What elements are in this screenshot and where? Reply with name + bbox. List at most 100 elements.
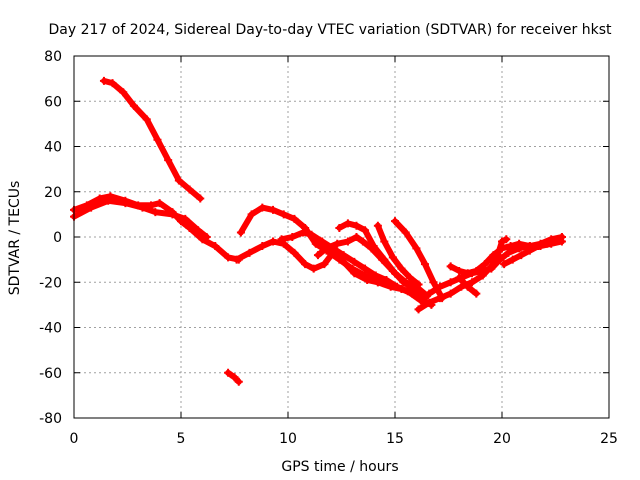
x-tick-label: 20 bbox=[493, 431, 511, 447]
data-point bbox=[506, 242, 515, 251]
data-point bbox=[498, 244, 506, 253]
data-point bbox=[313, 251, 322, 260]
data-point bbox=[279, 210, 288, 219]
chart-title: Day 217 of 2024, Sidereal Day-to-day VTE… bbox=[49, 22, 612, 38]
data-point bbox=[174, 176, 183, 185]
data-point bbox=[463, 269, 472, 278]
x-tick-label: 10 bbox=[279, 431, 297, 447]
data-point bbox=[194, 226, 203, 235]
data-point bbox=[425, 298, 434, 307]
data-point bbox=[350, 269, 359, 278]
data-point bbox=[429, 278, 438, 287]
data-point bbox=[487, 264, 496, 273]
x-axis-label: GPS time / hours bbox=[281, 459, 398, 475]
series-arc-5 bbox=[237, 204, 416, 297]
data-point bbox=[414, 305, 423, 314]
data-point bbox=[181, 214, 190, 223]
data-point bbox=[371, 271, 380, 280]
x-tick-label: 5 bbox=[177, 431, 186, 447]
data-point bbox=[288, 233, 297, 241]
data-point bbox=[224, 253, 233, 262]
data-point bbox=[446, 278, 455, 287]
data-point bbox=[401, 278, 410, 287]
data-point bbox=[358, 237, 367, 246]
y-tick-label: 0 bbox=[53, 230, 62, 246]
data-point bbox=[309, 264, 318, 273]
series-arc-9 bbox=[336, 220, 431, 299]
data-point bbox=[350, 257, 359, 266]
data-point bbox=[311, 239, 320, 248]
data-point bbox=[211, 242, 220, 251]
data-point bbox=[119, 88, 128, 97]
data-point bbox=[515, 239, 524, 248]
data-point bbox=[373, 221, 382, 230]
data-point bbox=[504, 248, 513, 257]
data-point bbox=[202, 233, 211, 241]
series-arc-1 bbox=[101, 77, 204, 202]
y-tick-label: 80 bbox=[44, 49, 62, 65]
data-point bbox=[534, 242, 543, 251]
data-point bbox=[99, 76, 108, 85]
data-point bbox=[480, 260, 489, 269]
data-point bbox=[318, 237, 327, 246]
data-point bbox=[333, 239, 342, 248]
y-tick-label: 60 bbox=[44, 94, 62, 110]
y-tick-label: -80 bbox=[39, 411, 62, 427]
data-point bbox=[185, 185, 194, 194]
data-point bbox=[369, 242, 378, 251]
data-point bbox=[322, 244, 331, 253]
data-point bbox=[153, 135, 162, 144]
data-point bbox=[391, 269, 399, 278]
data-point bbox=[401, 228, 410, 237]
series-layer bbox=[70, 76, 566, 386]
data-point bbox=[405, 273, 414, 282]
series-arc-3 bbox=[71, 197, 210, 240]
data-point bbox=[236, 228, 245, 237]
data-point bbox=[403, 287, 412, 296]
data-point bbox=[393, 282, 402, 291]
data-point bbox=[542, 239, 551, 248]
data-point bbox=[380, 237, 389, 246]
data-point bbox=[196, 194, 205, 203]
data-point bbox=[525, 246, 534, 255]
data-point bbox=[414, 280, 423, 289]
data-point bbox=[472, 266, 481, 275]
data-point bbox=[320, 260, 329, 269]
data-point bbox=[425, 289, 434, 298]
y-tick-label: -40 bbox=[39, 321, 62, 337]
data-point bbox=[247, 210, 256, 219]
data-point bbox=[307, 230, 316, 239]
data-point bbox=[502, 235, 511, 244]
data-point bbox=[301, 260, 310, 269]
data-point bbox=[500, 260, 509, 269]
data-point bbox=[363, 275, 372, 284]
data-point bbox=[269, 205, 278, 214]
data-point bbox=[142, 115, 151, 124]
data-point bbox=[468, 278, 477, 287]
data-point bbox=[557, 233, 566, 241]
data-point bbox=[290, 248, 299, 257]
data-point bbox=[164, 156, 173, 165]
data-point bbox=[446, 262, 455, 271]
data-point bbox=[435, 294, 444, 303]
data-point bbox=[168, 210, 177, 219]
data-point bbox=[472, 289, 481, 298]
data-point bbox=[258, 203, 267, 212]
data-point bbox=[508, 255, 517, 264]
y-tick-label: 40 bbox=[44, 140, 62, 156]
data-point bbox=[420, 260, 429, 269]
data-point bbox=[232, 255, 241, 264]
data-point bbox=[361, 264, 370, 273]
series-arc-10 bbox=[374, 222, 422, 288]
data-point bbox=[104, 196, 113, 205]
data-point bbox=[446, 289, 455, 298]
data-point bbox=[258, 242, 267, 251]
data-point bbox=[224, 368, 233, 377]
data-point bbox=[138, 203, 147, 212]
data-point bbox=[155, 199, 164, 208]
data-point bbox=[245, 248, 254, 257]
x-tick-label: 0 bbox=[70, 431, 79, 447]
data-point bbox=[551, 237, 560, 246]
data-point bbox=[495, 255, 504, 264]
